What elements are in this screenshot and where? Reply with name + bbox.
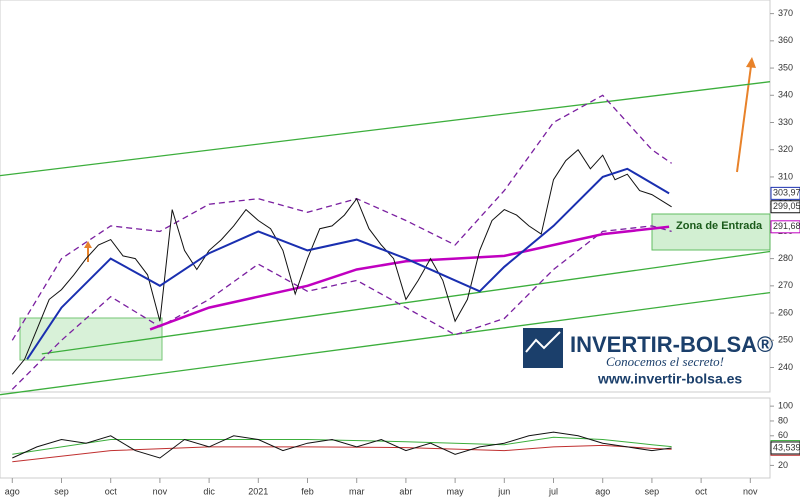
series-line	[11, 148, 672, 375]
series-line	[149, 225, 670, 331]
x-tick-label: dic	[203, 486, 215, 496]
price-tag-label: 303,97	[773, 188, 800, 198]
x-tick-label: may	[447, 486, 465, 496]
y-tick-label: 260	[778, 307, 793, 317]
series-line	[41, 250, 771, 355]
x-tick-label: 2021	[248, 486, 268, 496]
x-tick-label: abr	[399, 486, 412, 496]
y-tick-label: 100	[778, 401, 793, 411]
y-tick-label: 360	[778, 35, 793, 45]
x-tick-label: oct	[105, 486, 118, 496]
price-tag-label: 43,539	[773, 442, 800, 452]
series-line	[12, 436, 672, 455]
price-tag	[770, 186, 800, 200]
logo-icon-line	[525, 331, 561, 353]
y-tick-label: 270	[778, 280, 793, 290]
x-tick-label: mar	[349, 486, 365, 496]
logo-slogan: Conocemos el secreto!	[606, 354, 724, 369]
oscillator-panel	[0, 397, 771, 479]
x-tick-label: jun	[497, 486, 510, 496]
x-tick-label: feb	[301, 486, 314, 496]
series-line	[11, 225, 672, 390]
zone-box	[651, 213, 771, 251]
logo-url: www.invertir-bolsa.es	[597, 371, 742, 387]
x-tick-label: sep	[645, 486, 660, 496]
y-tick-label: 250	[778, 335, 793, 345]
x-tick-label: ago	[595, 486, 610, 496]
series-line	[0, 291, 771, 396]
y-tick-label: 370	[778, 8, 793, 18]
x-tick-label: ago	[5, 486, 20, 496]
arrow-head	[84, 241, 92, 248]
y-tick-label: 350	[778, 62, 793, 72]
y-tick-label: 330	[778, 117, 793, 127]
price-tag-label: 291,68	[773, 221, 800, 231]
y-tick-label: 80	[778, 415, 788, 425]
y-tick-label: 60	[778, 430, 788, 440]
logo-name: INVERTIR-BOLSA®	[570, 332, 773, 357]
arrow-head	[746, 57, 756, 68]
y-tick-label: 240	[778, 362, 793, 372]
y-tick-label: 320	[778, 144, 793, 154]
y-tick-label: 310	[778, 171, 793, 181]
x-tick-label: nov	[743, 486, 758, 496]
y-tick-label: 20	[778, 460, 788, 470]
price-tag	[770, 200, 800, 214]
series-line	[26, 167, 670, 360]
price-tag	[770, 220, 800, 234]
series-line	[0, 81, 771, 177]
y-tick-label: 340	[778, 90, 793, 100]
annotation: Zona de Entrada	[676, 220, 763, 232]
x-tick-label: jul	[548, 486, 558, 496]
y-tick-label: 280	[778, 253, 793, 263]
price-tag	[770, 441, 800, 455]
x-tick-label: sep	[54, 486, 69, 496]
x-tick-label: nov	[153, 486, 168, 496]
price-tag-label: 299,05	[773, 201, 800, 211]
series-line	[12, 431, 672, 459]
x-tick-label: oct	[695, 486, 708, 496]
logo: INVERTIR-BOLSA® Conocemos el secreto! ww…	[523, 328, 773, 387]
